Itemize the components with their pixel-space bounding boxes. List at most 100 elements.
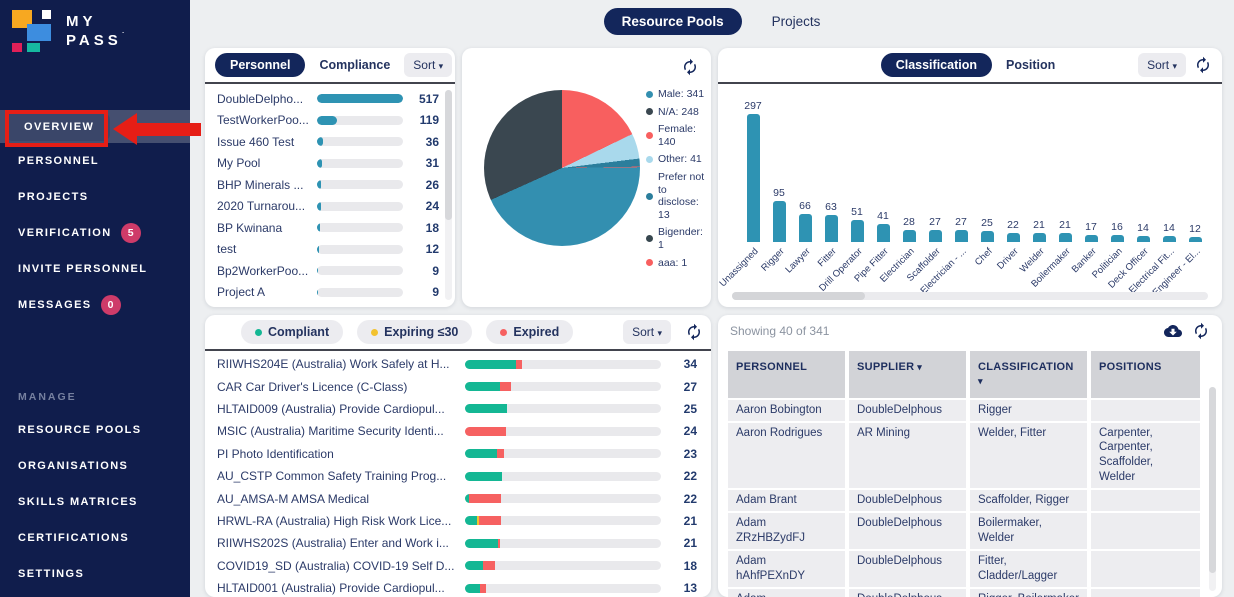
certification-row[interactable]: MSIC (Australia) Maritime Security Ident… bbox=[217, 420, 697, 442]
sidebar-item-verification[interactable]: VERIFICATION 5 bbox=[0, 215, 190, 251]
gender-refresh-button[interactable] bbox=[681, 58, 699, 76]
bar-column: 63 bbox=[818, 92, 844, 242]
bar[interactable] bbox=[798, 213, 812, 242]
pool-row[interactable]: test 12 bbox=[217, 239, 439, 261]
table-row[interactable]: Adam ZRzHBZydFJ DoubleDelphous Boilermaker… bbox=[728, 513, 1200, 550]
column-header-personnel[interactable]: PERSONNEL bbox=[728, 351, 845, 398]
sidebar-item-overview[interactable]: OVERVIEW bbox=[0, 110, 190, 143]
filter-expiring[interactable]: Expiring ≤30 bbox=[357, 320, 473, 344]
compliance-sort-button[interactable]: Sort ▾ bbox=[623, 320, 671, 344]
bar[interactable] bbox=[850, 220, 864, 242]
chevron-down-icon: ▾ bbox=[914, 362, 923, 372]
classification-refresh-button[interactable] bbox=[1194, 56, 1212, 74]
bar[interactable] bbox=[876, 224, 890, 242]
bar-column: 14 bbox=[1156, 92, 1182, 242]
certification-row[interactable]: AU_CSTP Common Safety Training Prog... 22 bbox=[217, 465, 697, 487]
bar[interactable] bbox=[1162, 235, 1176, 242]
pool-bar-fill bbox=[317, 158, 323, 168]
sidebar-item-personnel[interactable]: PERSONNEL bbox=[0, 143, 190, 179]
sidebar-item-certifications[interactable]: CERTIFICATIONS bbox=[0, 520, 190, 556]
pool-bar-fill bbox=[317, 244, 319, 254]
bar[interactable] bbox=[772, 201, 786, 242]
pool-row[interactable]: My Pool 31 bbox=[217, 153, 439, 175]
sidebar-item-resource-pools[interactable]: RESOURCE POOLS bbox=[0, 412, 190, 448]
bar[interactable] bbox=[1058, 232, 1072, 242]
pool-row[interactable]: DoubleDelpho... 517 bbox=[217, 88, 439, 110]
filter-expired[interactable]: Expired bbox=[486, 320, 574, 344]
column-header-classification[interactable]: CLASSIFICATION ▾ bbox=[970, 351, 1087, 398]
classification-scrollbar[interactable] bbox=[732, 292, 1208, 300]
bar-value: 28 bbox=[903, 215, 915, 228]
pool-row[interactable]: BP Kwinana 18 bbox=[217, 217, 439, 239]
table-refresh-button[interactable] bbox=[1192, 322, 1210, 340]
bar[interactable] bbox=[1032, 232, 1046, 242]
bar[interactable] bbox=[1110, 235, 1124, 242]
compliance-bar-track bbox=[465, 494, 661, 504]
bar[interactable] bbox=[954, 230, 968, 242]
legend-item: Male: 341 bbox=[646, 88, 708, 101]
sidebar-item-settings[interactable]: SETTINGS bbox=[0, 556, 190, 592]
pool-row[interactable]: TestWorkerPoo... 119 bbox=[217, 110, 439, 132]
classification-sort-button[interactable]: Sort ▾ bbox=[1138, 53, 1186, 77]
bar[interactable] bbox=[1084, 234, 1098, 242]
sidebar-item-skills-matrices[interactable]: SKILLS MATRICES bbox=[0, 484, 190, 520]
certification-row[interactable]: CAR Car Driver's Licence (C-Class) 27 bbox=[217, 375, 697, 397]
pools-sort-button[interactable]: Sort ▾ bbox=[404, 53, 453, 77]
bar[interactable] bbox=[928, 230, 942, 242]
table-row[interactable]: Adam IQSgUpKcCF DoubleDelphous Rigger, Boi… bbox=[728, 588, 1200, 597]
yellow-segment bbox=[476, 516, 480, 526]
table-row[interactable]: Adam hAhfPEXnDY DoubleDelphous Fitter, Cla… bbox=[728, 551, 1200, 587]
table-row[interactable]: Adam Brant DoubleDelphous Scaffolder, Rigg… bbox=[728, 490, 1200, 512]
sidebar-item-messages[interactable]: MESSAGES 0 bbox=[0, 287, 190, 323]
tab-compliance[interactable]: Compliance bbox=[319, 58, 391, 72]
sidebar-item-projects[interactable]: PROJECTS bbox=[0, 179, 190, 215]
table-scrollbar[interactable] bbox=[1209, 387, 1216, 591]
tab-classification[interactable]: Classification bbox=[880, 53, 992, 77]
tab-resource-pools[interactable]: Resource Pools bbox=[603, 7, 742, 35]
sidebar-item-organisations[interactable]: ORGANISATIONS bbox=[0, 448, 190, 484]
certification-name: MSIC (Australia) Maritime Security Ident… bbox=[217, 424, 444, 439]
bar-value: 51 bbox=[851, 206, 863, 219]
certification-row[interactable]: HRWL-RA (Australia) High Risk Work Lice.… bbox=[217, 510, 697, 532]
table-row[interactable]: Aaron Bobington DoubleDelphous Rigger bbox=[728, 399, 1200, 421]
pool-row[interactable]: BHP Minerals ... 26 bbox=[217, 174, 439, 196]
tab-position[interactable]: Position bbox=[1005, 58, 1056, 72]
classification-panel: Classification Position Sort ▾ 297 95 66 63… bbox=[718, 48, 1222, 307]
filter-compliant[interactable]: Compliant bbox=[241, 320, 344, 344]
bar[interactable] bbox=[980, 231, 994, 242]
bar[interactable] bbox=[1006, 232, 1020, 242]
table-row[interactable]: Aaron Rodrigues AR Mining Welder, Fitter Ca… bbox=[728, 422, 1200, 489]
pool-row[interactable]: Issue 460 Test 36 bbox=[217, 131, 439, 153]
bar[interactable] bbox=[746, 114, 760, 242]
tab-personnel[interactable]: Personnel bbox=[215, 53, 306, 77]
certification-row[interactable]: RIIWHS202S (Australia) Enter and Work i.… bbox=[217, 532, 697, 554]
bar[interactable] bbox=[1136, 235, 1150, 242]
column-header-positions[interactable]: POSITIONS bbox=[1091, 351, 1200, 398]
legend-label: Female: 140 bbox=[658, 123, 696, 148]
bar[interactable] bbox=[1188, 236, 1202, 242]
certification-row[interactable]: RIIWHS204E (Australia) Work Safely at H.… bbox=[217, 353, 697, 375]
certification-row[interactable]: HLTAID009 (Australia) Provide Cardiopul.… bbox=[217, 398, 697, 420]
pool-count: 36 bbox=[425, 134, 439, 149]
pool-bar-fill bbox=[317, 94, 403, 104]
bar[interactable] bbox=[902, 229, 916, 242]
pool-row[interactable]: 2020 Turnarou... 24 bbox=[217, 196, 439, 218]
compliance-refresh-button[interactable] bbox=[685, 323, 703, 341]
pool-row[interactable]: Project A 9 bbox=[217, 282, 439, 304]
certification-row[interactable]: HLTAID001 (Australia) Provide Cardiopul.… bbox=[217, 577, 697, 597]
pool-row[interactable]: Bp2WorkerPoo... 9 bbox=[217, 260, 439, 282]
pool-bar-fill bbox=[317, 201, 321, 211]
sidebar-item-invite-personnel[interactable]: INVITE PERSONNEL bbox=[0, 251, 190, 287]
certification-row[interactable]: AU_AMSA-M AMSA Medical 22 bbox=[217, 487, 697, 509]
classification-cell: Welder, Fitter bbox=[970, 422, 1087, 489]
certification-row[interactable]: COVID19_SD (Australia) COVID-19 Self D..… bbox=[217, 555, 697, 577]
certification-row[interactable]: PI Photo Identification 23 bbox=[217, 443, 697, 465]
table-download-button[interactable] bbox=[1164, 322, 1182, 340]
pools-scrollbar[interactable] bbox=[445, 90, 452, 300]
bar[interactable] bbox=[824, 214, 838, 242]
column-header-supplier[interactable]: SUPPLIER ▾ bbox=[849, 351, 966, 398]
tab-projects[interactable]: Projects bbox=[771, 13, 821, 29]
mypass-logo[interactable]: MY PASS˙ bbox=[0, 0, 190, 52]
gender-pie-chart[interactable] bbox=[484, 90, 640, 246]
pool-bar-track bbox=[317, 201, 403, 211]
